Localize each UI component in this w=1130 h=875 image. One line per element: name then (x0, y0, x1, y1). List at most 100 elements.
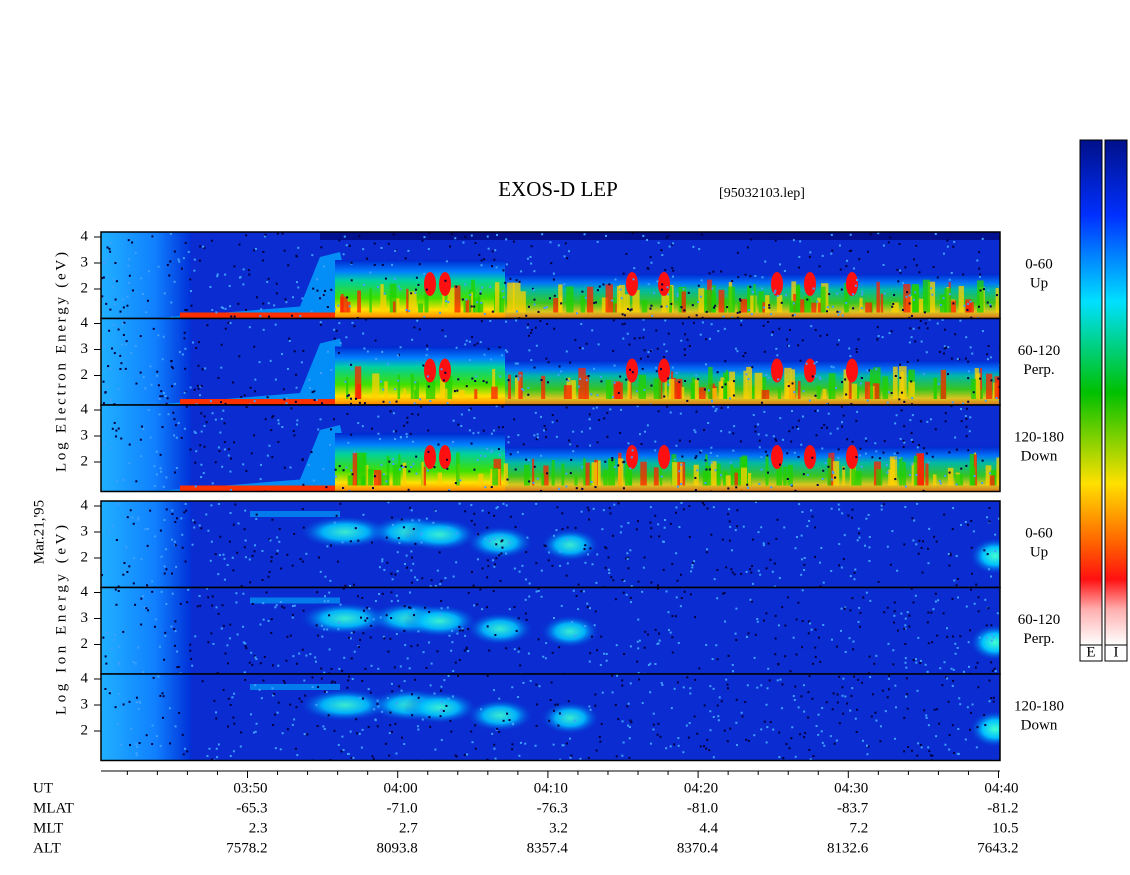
noise (323, 671, 326, 674)
noise (255, 296, 258, 299)
noise (385, 614, 388, 617)
noise (240, 395, 243, 398)
noise (981, 459, 984, 462)
noise (738, 311, 741, 314)
noise (960, 420, 963, 423)
noise (893, 621, 896, 624)
noise (515, 319, 518, 322)
noise (530, 262, 533, 265)
noise (653, 291, 656, 294)
noise (746, 483, 749, 486)
noise (268, 538, 271, 541)
noise (800, 573, 803, 576)
noise (540, 569, 543, 572)
noise (552, 743, 555, 746)
noise (271, 664, 274, 667)
noise (122, 573, 125, 576)
noise (699, 451, 702, 454)
noise (892, 649, 895, 652)
noise (565, 574, 568, 577)
noise (926, 327, 929, 330)
noise (184, 347, 187, 350)
streak (591, 462, 598, 486)
streak (640, 461, 647, 486)
noise (399, 288, 402, 291)
noise (214, 418, 217, 421)
noise (649, 307, 652, 310)
noise (663, 395, 666, 398)
noise (932, 608, 935, 611)
noise (350, 469, 353, 472)
noise (899, 437, 902, 440)
noise (667, 377, 670, 380)
noise (783, 269, 786, 272)
noise (740, 319, 743, 322)
noise (805, 362, 808, 365)
noise (856, 279, 859, 282)
noise (422, 651, 425, 654)
noise (330, 681, 333, 684)
noise (613, 503, 616, 506)
noise (858, 258, 861, 261)
noise (270, 631, 273, 634)
noise (710, 399, 713, 402)
noise (249, 581, 252, 584)
noise (480, 264, 483, 267)
noise (774, 289, 777, 292)
noise (894, 478, 897, 481)
noise (204, 367, 207, 370)
noise (919, 320, 922, 323)
noise (839, 629, 842, 632)
noise (775, 347, 778, 350)
noise (263, 655, 266, 658)
streak (563, 385, 572, 399)
noise (161, 716, 164, 719)
noise (360, 616, 363, 619)
noise (119, 354, 122, 357)
noise (518, 280, 521, 283)
noise (700, 449, 703, 452)
noise (657, 642, 660, 645)
noise (383, 568, 386, 571)
noise (168, 707, 171, 710)
noise (986, 301, 989, 304)
noise (558, 646, 561, 649)
noise (779, 417, 782, 420)
noise (904, 661, 907, 664)
noise (543, 424, 546, 427)
noise (254, 247, 257, 250)
noise (281, 353, 284, 356)
noise (275, 292, 278, 295)
noise (696, 732, 699, 735)
noise (682, 686, 685, 689)
noise (512, 723, 515, 726)
noise (105, 662, 108, 665)
noise (528, 595, 531, 598)
orbit-value: -71.0 (386, 800, 417, 816)
noise (588, 607, 591, 610)
streak (524, 464, 530, 486)
noise (557, 724, 560, 727)
noise (481, 567, 484, 570)
noise (934, 600, 937, 603)
streak (691, 377, 696, 399)
noise (643, 388, 646, 391)
noise (606, 411, 609, 414)
y-tick-label: 2 (81, 549, 89, 565)
noise (812, 755, 815, 758)
noise (500, 534, 503, 537)
ion-blob (467, 699, 533, 732)
noise (366, 257, 369, 260)
noise (386, 697, 389, 700)
noise (927, 724, 930, 727)
noise (643, 646, 646, 649)
noise (665, 305, 668, 308)
noise (692, 561, 695, 564)
pitch-label: 0-60 (1025, 256, 1053, 272)
noise (770, 486, 773, 489)
noise (879, 725, 882, 728)
orbit-value: -81.2 (987, 800, 1018, 816)
noise (320, 677, 323, 680)
noise (109, 367, 112, 370)
